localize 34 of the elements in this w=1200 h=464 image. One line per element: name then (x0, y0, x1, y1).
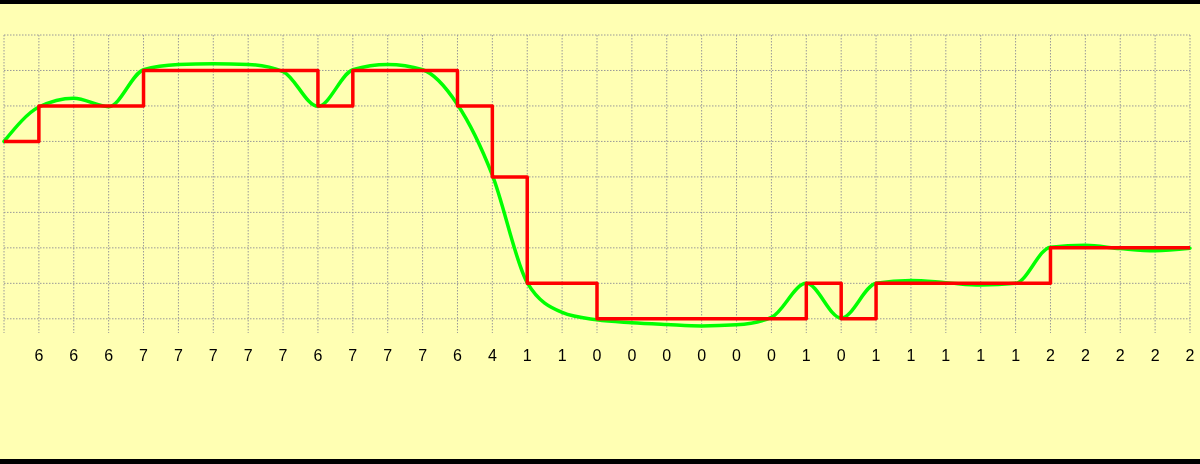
data-label: 0 (836, 347, 846, 364)
data-label: 7 (139, 347, 149, 364)
data-label: 7 (418, 347, 428, 364)
data-label: 7 (208, 347, 218, 364)
data-label: 0 (627, 347, 637, 364)
data-label: 2 (1150, 347, 1160, 364)
data-label: 0 (766, 347, 776, 364)
data-label: 7 (243, 347, 253, 364)
data-label: 1 (871, 347, 881, 364)
data-label: 6 (313, 347, 323, 364)
data-label: 0 (697, 347, 707, 364)
data-label: 7 (278, 347, 288, 364)
data-label: 6 (69, 347, 79, 364)
data-label: 0 (592, 347, 602, 364)
data-label: 7 (348, 347, 358, 364)
data-label: 1 (557, 347, 567, 364)
data-label: 6 (34, 347, 44, 364)
data-label: 1 (1011, 347, 1021, 364)
data-label: 2 (1080, 347, 1090, 364)
data-label: 7 (383, 347, 393, 364)
data-label: 6 (104, 347, 114, 364)
data-label: 2 (1185, 347, 1195, 364)
data-label: 1 (941, 347, 951, 364)
data-label: 0 (732, 347, 742, 364)
data-label: 2 (1046, 347, 1056, 364)
data-label: 4 (487, 347, 497, 364)
data-label: 7 (173, 347, 183, 364)
data-label: 0 (662, 347, 672, 364)
data-label: 6 (453, 347, 463, 364)
data-label: 2 (1115, 347, 1125, 364)
data-label: 1 (522, 347, 532, 364)
data-label: 1 (906, 347, 916, 364)
data-label: 1 (976, 347, 986, 364)
data-label: 1 (801, 347, 811, 364)
